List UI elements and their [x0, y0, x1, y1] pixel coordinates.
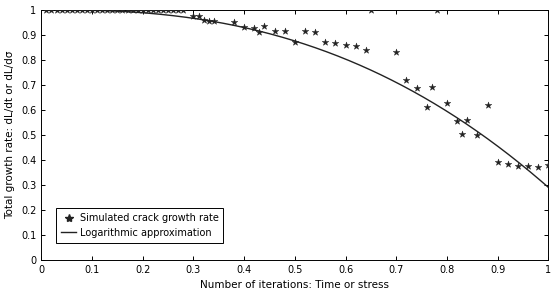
Point	[331, 41, 340, 46]
Point	[67, 7, 76, 12]
Point	[463, 118, 472, 122]
Point	[250, 26, 259, 31]
Point	[103, 7, 112, 12]
Point	[209, 18, 218, 23]
Point	[534, 165, 543, 170]
Point	[47, 7, 56, 12]
Point	[351, 44, 360, 48]
Y-axis label: Total growth rate: dL/dt or dL/dσ: Total growth rate: dL/dt or dL/dσ	[6, 51, 16, 219]
Point	[367, 7, 375, 12]
Point	[174, 7, 183, 12]
Point	[118, 7, 127, 12]
Point	[133, 7, 142, 12]
Point	[473, 132, 482, 137]
Point	[270, 28, 279, 33]
Point	[453, 119, 462, 123]
Point	[524, 164, 532, 168]
Point	[229, 20, 238, 25]
Point	[72, 7, 81, 12]
Point	[57, 7, 66, 12]
Point	[493, 160, 502, 165]
Point	[82, 7, 91, 12]
Point	[138, 7, 147, 12]
Point	[432, 7, 441, 12]
Point	[280, 28, 289, 33]
Point	[92, 7, 101, 12]
X-axis label: Number of iterations: Time or stress: Number of iterations: Time or stress	[201, 280, 389, 290]
Point	[123, 7, 132, 12]
Point	[169, 7, 178, 12]
Point	[97, 7, 106, 12]
Point	[341, 42, 350, 47]
Point	[164, 7, 173, 12]
Point	[504, 161, 512, 166]
Point	[392, 50, 400, 54]
Point	[442, 101, 451, 106]
Point	[189, 13, 198, 18]
Point	[544, 163, 553, 167]
Point	[179, 7, 188, 12]
Point	[42, 7, 51, 12]
Point	[301, 28, 310, 33]
Point	[113, 7, 122, 12]
Point	[260, 23, 269, 28]
Point	[194, 13, 203, 18]
Point	[148, 7, 157, 12]
Point	[87, 7, 96, 12]
Point	[290, 40, 299, 44]
Point	[361, 47, 370, 52]
Point	[128, 7, 137, 12]
Point	[159, 7, 168, 12]
Point	[77, 7, 86, 12]
Point	[427, 85, 436, 90]
Point	[52, 7, 61, 12]
Point	[311, 30, 320, 34]
Point	[321, 40, 330, 44]
Point	[154, 7, 163, 12]
Point	[143, 7, 152, 12]
Point	[255, 30, 264, 34]
Point	[412, 86, 421, 91]
Point	[204, 18, 213, 23]
Point	[514, 164, 522, 168]
Point	[199, 17, 208, 22]
Point	[62, 7, 71, 12]
Point	[458, 131, 467, 136]
Point	[240, 25, 248, 30]
Point	[422, 105, 431, 110]
Point	[108, 7, 117, 12]
Legend: Simulated crack growth rate, Logarithmic approximation: Simulated crack growth rate, Logarithmic…	[56, 208, 223, 243]
Point	[483, 102, 492, 107]
Point	[402, 77, 411, 82]
